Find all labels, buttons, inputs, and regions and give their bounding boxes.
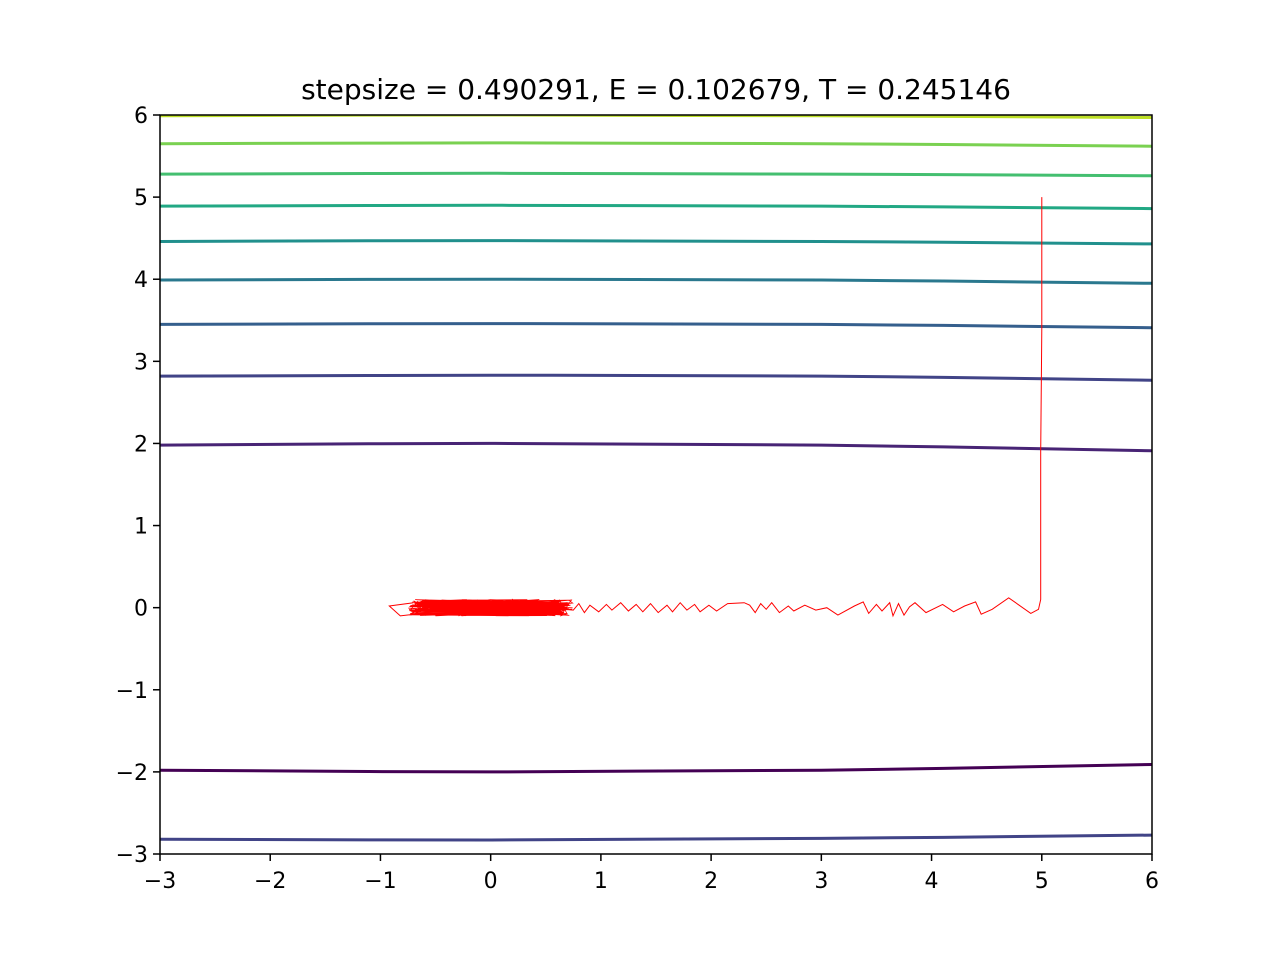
contour-line-5 [160,277,1152,285]
trajectory-line-0 [388,197,1043,618]
x-axis: −3 −2 −1 0 1 2 3 4 5 6 [144,854,1159,894]
x-tick-label: 2 [704,869,718,894]
contour-line-2 [160,833,1152,842]
x-tick-label: 1 [594,869,608,894]
y-axis: −3 −2 −1 0 1 2 3 4 5 6 [116,104,160,868]
y-tick-label: 1 [134,515,148,540]
y-tick-label: −1 [116,679,148,704]
y-tick-label: 0 [134,597,148,622]
y-tick-label: 2 [134,432,148,457]
x-tick-label: −2 [254,869,286,894]
x-tick-label: 3 [814,869,828,894]
x-tick-label: 0 [484,869,498,894]
contour-line-6 [160,239,1152,246]
y-tick-label: 6 [134,104,148,129]
y-tick-label: 4 [134,268,148,293]
plot-frame [159,114,1153,855]
x-tick-label: 6 [1145,869,1159,894]
contour-line-8 [160,171,1152,178]
x-tick-label: 4 [925,869,939,894]
y-tick-label: −3 [116,843,148,868]
contour-line-7 [160,203,1152,211]
contour-line-3 [160,373,1152,382]
trajectory [388,197,1043,618]
contour-line-0 [160,763,1152,774]
contour-line-4 [160,322,1152,330]
contour-line-9 [160,141,1152,148]
x-tick-label: 5 [1035,869,1049,894]
y-tick-label: −2 [116,761,148,786]
x-tick-label: −1 [364,869,396,894]
y-tick-label: 5 [134,186,148,211]
chart-title: stepsize = 0.490291, E = 0.102679, T = 0… [301,73,1011,106]
x-tick-label: −3 [144,869,176,894]
contour-line-1 [160,441,1152,453]
y-tick-label: 3 [134,350,148,375]
trajectory-noise-cluster [408,598,574,617]
